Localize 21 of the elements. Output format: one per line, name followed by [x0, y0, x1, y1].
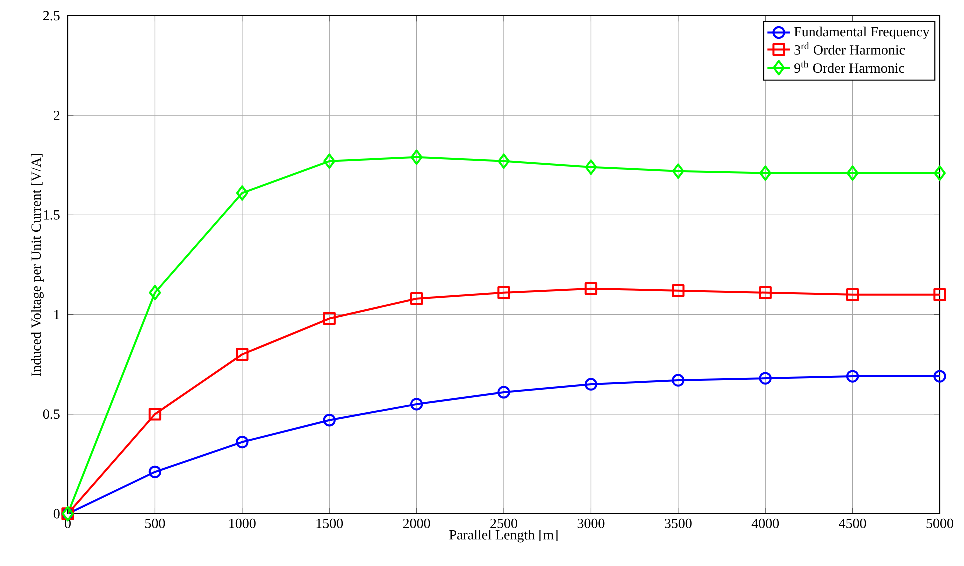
- y-tick-label: 0: [54, 509, 60, 519]
- legend-label: Fundamental Frequency: [794, 26, 930, 40]
- x-axis-title: Parallel Length [m]: [450, 530, 558, 543]
- y-tick-label: 1: [54, 310, 60, 320]
- y-axis-title: Induced Voltage per Unit Current [V/A]: [31, 154, 44, 377]
- x-tick-label: 1500: [316, 518, 344, 528]
- legend-label: 9$^{th}$ Order Harmonic: [794, 60, 905, 74]
- x-tick-label: 5000: [926, 518, 954, 528]
- y-tick-label: 2: [54, 110, 60, 120]
- y-tick-label: 0.5: [43, 410, 60, 420]
- x-tick-label: 4000: [752, 518, 780, 528]
- x-tick-label: 3000: [578, 518, 605, 528]
- x-tick-label: 4500: [839, 518, 866, 528]
- legend-label: 3$^{rd}$ Order Harmonic: [794, 42, 906, 55]
- y-tick-label: 2.5: [44, 11, 60, 21]
- x-tick-label: 500: [146, 518, 166, 528]
- x-tick-label: 3500: [665, 518, 692, 528]
- x-tick-label: 1000: [230, 518, 256, 528]
- x-tick-label: 2500: [490, 518, 518, 528]
- x-tick-label: 2000: [403, 518, 430, 528]
- y-tick-label: 1.5: [44, 210, 60, 220]
